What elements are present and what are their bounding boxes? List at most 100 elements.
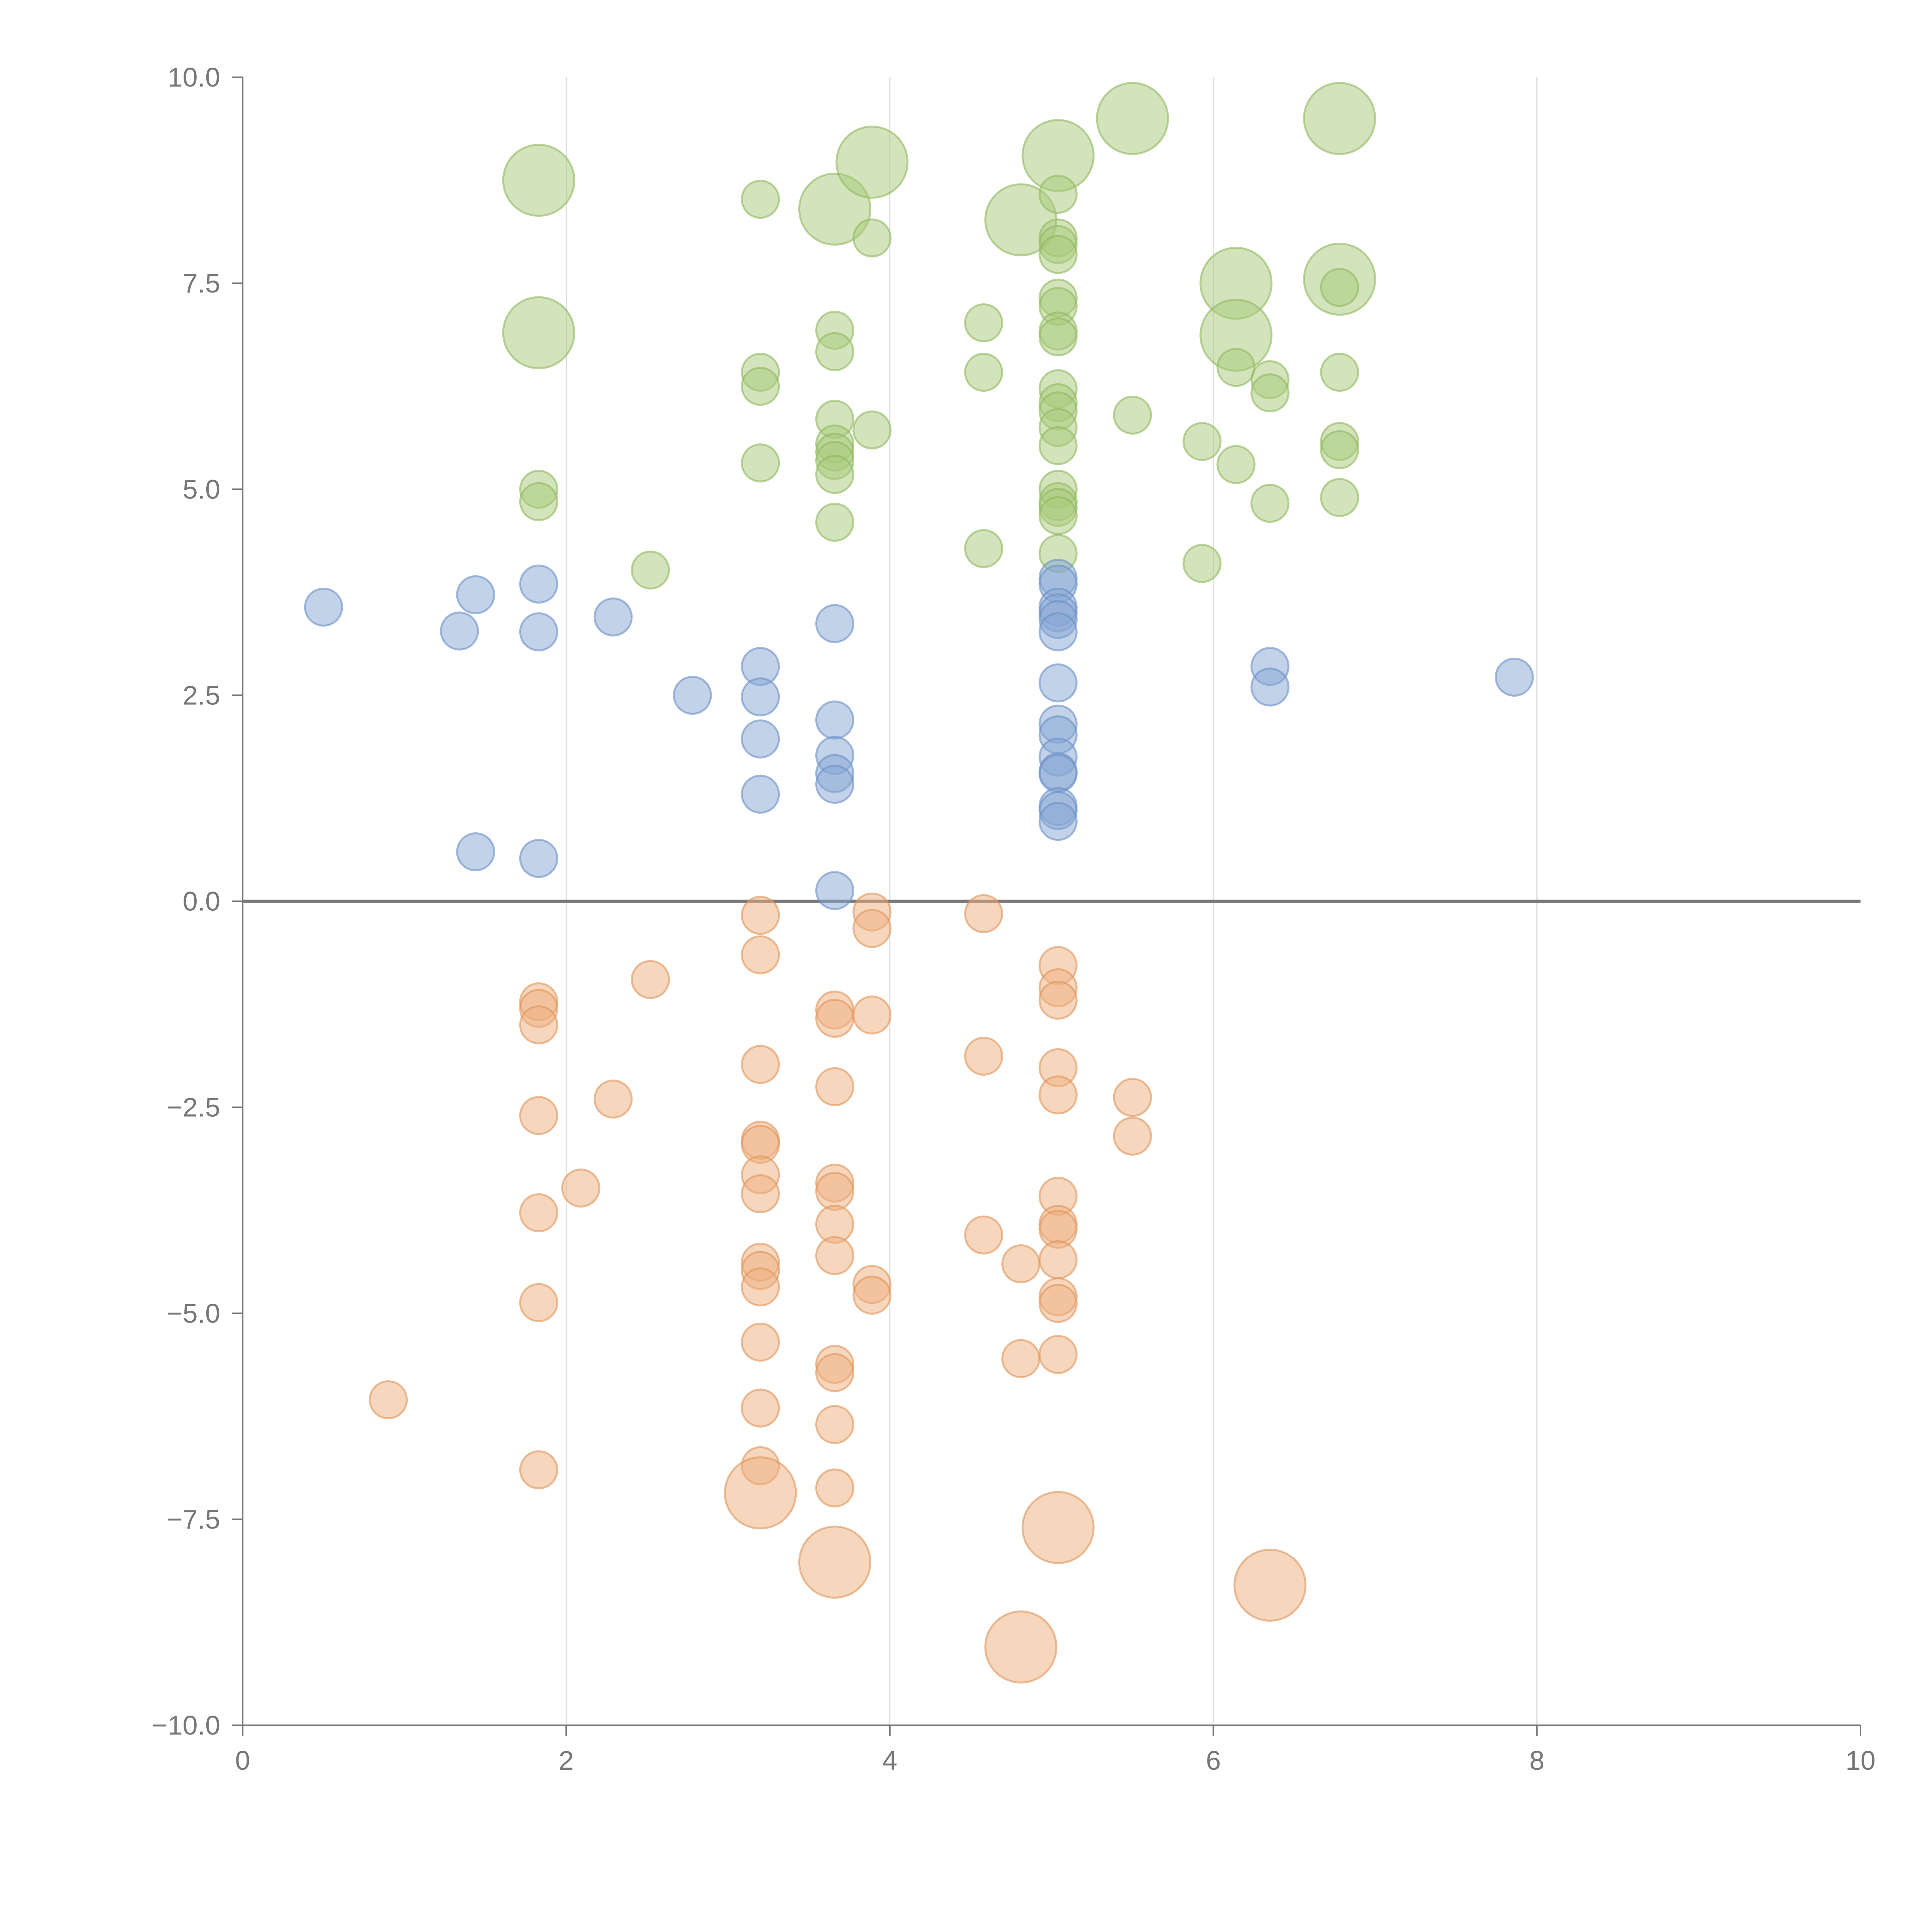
y-tick-label: 10.0 [168, 62, 220, 92]
data-point-green [1216, 445, 1256, 484]
data-point-orange [741, 1174, 780, 1214]
data-point-blue [673, 675, 712, 715]
data-point-green [502, 144, 575, 217]
data-point-blue [304, 587, 343, 627]
data-point-orange [519, 1005, 558, 1044]
data-point-blue [456, 575, 495, 614]
data-point-blue [815, 871, 854, 910]
y-tick-label: 2.5 [183, 680, 220, 710]
data-point-blue [815, 765, 854, 804]
data-point-green [1038, 426, 1078, 465]
x-tick-label: 0 [235, 1745, 250, 1776]
data-point-blue [741, 774, 780, 814]
data-point-blue [519, 612, 558, 651]
data-point-green [1038, 235, 1078, 274]
data-point-green [1113, 395, 1152, 435]
series-green [502, 82, 1376, 590]
data-point-green [1250, 484, 1290, 523]
x-tick-label: 4 [882, 1745, 897, 1776]
data-point-green [815, 332, 854, 371]
data-point-green [964, 303, 1003, 342]
data-point-orange [815, 1236, 854, 1275]
data-point-orange [1038, 1335, 1078, 1374]
data-point-blue [1038, 802, 1078, 841]
data-point-blue [741, 677, 780, 717]
data-point-blue [815, 700, 854, 740]
y-tick-label: −2.5 [167, 1092, 220, 1122]
data-point-orange [519, 1193, 558, 1233]
data-point-orange [852, 995, 892, 1035]
data-point-blue [1250, 667, 1290, 707]
data-point-orange [594, 1079, 633, 1119]
y-tick-label: −5.0 [167, 1298, 220, 1328]
data-point-orange [1038, 1284, 1078, 1323]
data-point-orange [741, 1267, 780, 1307]
data-point-green [1320, 478, 1359, 517]
series-blue [304, 559, 1534, 910]
data-point-orange [815, 1172, 854, 1211]
data-point-orange [1113, 1078, 1152, 1117]
data-point-orange [519, 1283, 558, 1322]
data-point-green [631, 550, 670, 590]
data-point-green [1320, 352, 1359, 392]
data-point-orange [741, 1045, 780, 1084]
data-point-blue [519, 839, 558, 878]
data-point-green [815, 455, 854, 494]
x-tick-label: 8 [1529, 1745, 1544, 1776]
data-point-orange [852, 1276, 892, 1315]
data-point-orange [631, 960, 670, 999]
data-point-orange [852, 909, 892, 948]
data-point-blue [1038, 612, 1078, 651]
data-point-green [741, 367, 780, 406]
data-point-orange [1038, 1240, 1078, 1279]
data-point-orange [798, 1526, 871, 1599]
data-point-blue [815, 604, 854, 643]
axes [232, 77, 1861, 1736]
data-point-orange [519, 1096, 558, 1135]
x-tick-label: 10 [1845, 1745, 1876, 1776]
data-point-green [519, 482, 558, 521]
x-tick-label: 6 [1206, 1745, 1221, 1776]
y-tick-label: −10.0 [152, 1710, 220, 1740]
data-point-orange [1038, 980, 1078, 1020]
data-point-orange [1021, 1491, 1095, 1564]
y-tick-label: 7.5 [183, 268, 220, 298]
data-point-orange [741, 896, 780, 935]
data-point-orange [984, 1610, 1058, 1684]
y-tick-label: 0.0 [183, 886, 220, 917]
data-point-green [1250, 373, 1290, 413]
data-point-blue [519, 564, 558, 604]
data-point-orange [815, 1468, 854, 1508]
data-point-green [964, 352, 1003, 392]
data-point-green [964, 529, 1003, 568]
data-point-orange [741, 935, 780, 975]
data-point-orange [1113, 1116, 1152, 1156]
data-point-blue [594, 597, 633, 637]
data-point-green [852, 410, 892, 450]
data-point-green [1216, 348, 1256, 387]
data-point-green [835, 126, 909, 199]
data-point-green [1320, 430, 1359, 469]
series-orange [369, 892, 1307, 1684]
data-point-orange [815, 1405, 854, 1444]
data-point-orange [1001, 1339, 1041, 1378]
data-point-orange [561, 1168, 600, 1208]
data-point-orange [1233, 1548, 1307, 1622]
data-point-blue [741, 719, 780, 759]
data-point-orange [369, 1380, 408, 1420]
data-point-orange [815, 998, 854, 1038]
data-point-orange [964, 1036, 1003, 1076]
data-point-orange [519, 1450, 558, 1490]
data-point-green [1038, 317, 1078, 357]
data-point-blue [1038, 754, 1078, 793]
data-point-orange [964, 894, 1003, 933]
data-point-green [1182, 422, 1222, 461]
data-points [304, 82, 1534, 1684]
data-point-orange [724, 1456, 797, 1530]
data-point-blue [440, 611, 479, 651]
data-point-green [1303, 82, 1376, 155]
data-point-orange [1038, 1075, 1078, 1115]
tick-labels: 10.0 7.5 5.0 2.5 0.0 −2.5 −5.0 −7.5 −10.0 0 2 4 6 8 10 [152, 62, 1876, 1776]
data-point-green [741, 180, 780, 219]
